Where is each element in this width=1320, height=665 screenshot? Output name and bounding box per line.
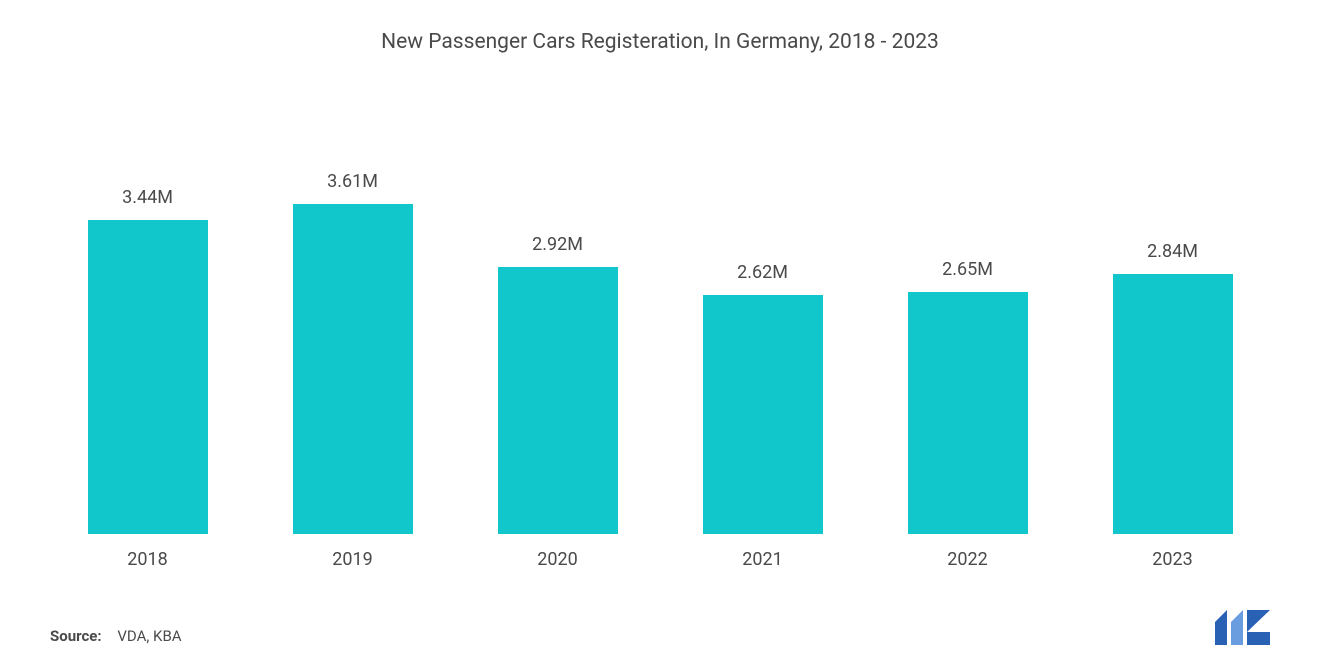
bar-group-2023: 2.84M [1105, 134, 1240, 534]
bar-group-2022: 2.65M [900, 134, 1035, 534]
category-label: 2018 [80, 549, 215, 570]
bar-2018 [88, 220, 208, 534]
bar-2022 [908, 292, 1028, 534]
brand-logo [1215, 610, 1270, 645]
bar-group-2021: 2.62M [695, 134, 830, 534]
bar-value-label: 2.62M [737, 262, 788, 283]
bar-value-label: 2.65M [942, 259, 993, 280]
x-axis-labels: 2018 2019 2020 2021 2022 2023 [50, 534, 1270, 570]
chart-container: New Passenger Cars Registeration, In Ger… [0, 0, 1320, 665]
chart-title: New Passenger Cars Registeration, In Ger… [50, 30, 1270, 54]
category-label: 2019 [285, 549, 420, 570]
source-value: VDA, KBA [117, 627, 181, 645]
bar-group-2020: 2.92M [490, 134, 625, 534]
category-label: 2022 [900, 549, 1035, 570]
bar-group-2018: 3.44M [80, 134, 215, 534]
bar-value-label: 2.84M [1147, 241, 1198, 262]
bar-group-2019: 3.61M [285, 134, 420, 534]
category-label: 2023 [1105, 549, 1240, 570]
bar-2020 [498, 267, 618, 534]
category-label: 2021 [695, 549, 830, 570]
chart-footer: Source: VDA, KBA [50, 570, 1270, 645]
source-label: Source: [50, 627, 102, 645]
bar-2019 [293, 204, 413, 534]
category-label: 2020 [490, 549, 625, 570]
source-attribution: Source: VDA, KBA [50, 627, 182, 645]
bar-value-label: 2.92M [532, 234, 583, 255]
bar-2023 [1113, 274, 1233, 534]
bar-value-label: 3.61M [327, 171, 378, 192]
bar-2021 [703, 295, 823, 535]
chart-plot-area: 3.44M 3.61M 2.92M 2.62M 2.65M 2.84M [50, 134, 1270, 534]
bar-value-label: 3.44M [122, 187, 173, 208]
